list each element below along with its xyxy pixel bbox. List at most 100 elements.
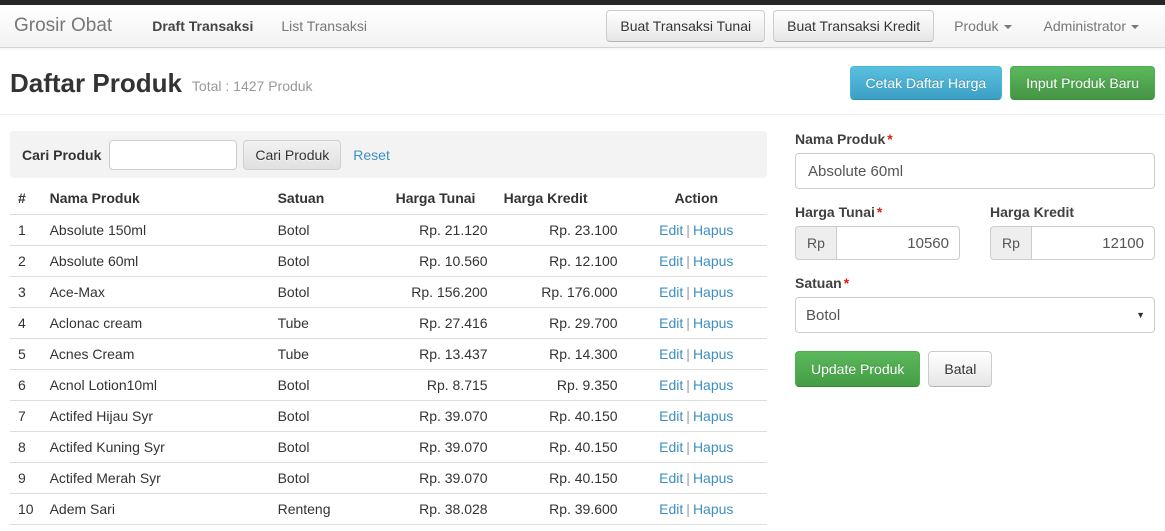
row-num: 3 bbox=[10, 275, 42, 307]
top-strip bbox=[0, 0, 1165, 5]
required-mark: * bbox=[843, 275, 850, 291]
cetak-daftar-harga-button[interactable]: Cetak Daftar Harga bbox=[849, 66, 1003, 100]
table-row: 5 Acnes Cream Tube Rp. 13.437 Rp. 14.300… bbox=[10, 337, 767, 369]
edit-link[interactable]: Edit bbox=[659, 376, 684, 393]
table-row: 2 Absolute 60ml Botol Rp. 10.560 Rp. 12.… bbox=[10, 244, 767, 276]
page-header: Daftar Produk Total : 1427 Produk Cetak … bbox=[0, 48, 1165, 115]
product-harga-tunai: Rp. 156.200 bbox=[387, 275, 496, 307]
row-actions: Edit | Hapus bbox=[625, 213, 767, 245]
satuan-group: Satuan * Botol ▼ bbox=[795, 275, 1155, 333]
row-actions: Edit | Hapus bbox=[625, 337, 767, 369]
hapus-link[interactable]: Hapus bbox=[692, 221, 734, 238]
row-actions: Edit | Hapus bbox=[625, 430, 767, 462]
edit-link[interactable]: Edit bbox=[659, 252, 684, 269]
hapus-link[interactable]: Hapus bbox=[692, 407, 734, 424]
product-satuan: Tube bbox=[269, 306, 388, 338]
product-satuan: Botol bbox=[269, 461, 388, 493]
search-button[interactable]: Cari Produk bbox=[243, 139, 342, 170]
navbar-right: Buat Transaksi Tunai Buat Transaksi Kred… bbox=[606, 10, 1151, 42]
harga-tunai-input[interactable] bbox=[836, 226, 960, 260]
column-header-num: # bbox=[10, 183, 42, 215]
buat-transaksi-kredit-button[interactable]: Buat Transaksi Kredit bbox=[773, 10, 935, 42]
brand[interactable]: Grosir Obat bbox=[14, 15, 113, 36]
harga-kredit-input[interactable] bbox=[1031, 226, 1155, 260]
input-produk-baru-button[interactable]: Input Produk Baru bbox=[1010, 66, 1155, 100]
product-list-panel: Cari Produk Cari Produk Reset # Nama Pro… bbox=[10, 131, 767, 525]
product-harga-kredit: Rp. 29.700 bbox=[495, 306, 626, 338]
batal-button[interactable]: Batal bbox=[928, 351, 993, 387]
product-harga-kredit: Rp. 40.150 bbox=[495, 399, 626, 431]
satuan-select[interactable]: Botol bbox=[795, 297, 1155, 333]
column-header-nama-produk: Nama Produk bbox=[41, 183, 270, 215]
action-separator: | bbox=[686, 438, 690, 455]
table-header-row: # Nama Produk Satuan Harga Tunai Harga K… bbox=[10, 183, 767, 215]
hapus-link[interactable]: Hapus bbox=[692, 438, 734, 455]
action-separator: | bbox=[686, 376, 690, 393]
table-row: 6 Acnol Lotion10ml Botol Rp. 8.715 Rp. 9… bbox=[10, 368, 767, 400]
product-harga-kredit: Rp. 9.350 bbox=[495, 368, 626, 400]
product-harga-tunai: Rp. 38.028 bbox=[387, 492, 496, 525]
update-produk-button[interactable]: Update Produk bbox=[795, 351, 921, 387]
administrator-dropdown[interactable]: Administrator bbox=[1032, 18, 1151, 34]
edit-link[interactable]: Edit bbox=[659, 345, 684, 362]
column-header-satuan: Satuan bbox=[269, 183, 388, 215]
product-harga-kredit: Rp. 12.100 bbox=[495, 244, 626, 276]
produk-dropdown[interactable]: Produk bbox=[942, 18, 1023, 34]
product-harga-tunai: Rp. 27.416 bbox=[387, 306, 496, 338]
row-num: 9 bbox=[10, 461, 42, 493]
column-header-action: Action bbox=[625, 183, 767, 215]
table-row: 1 Absolute 150ml Botol Rp. 21.120 Rp. 23… bbox=[10, 213, 767, 245]
product-harga-tunai: Rp. 10.560 bbox=[387, 244, 496, 276]
edit-link[interactable]: Edit bbox=[659, 469, 684, 486]
product-harga-tunai: Rp. 21.120 bbox=[387, 213, 496, 245]
hapus-link[interactable]: Hapus bbox=[692, 500, 734, 517]
search-input[interactable] bbox=[109, 139, 238, 170]
administrator-dropdown-label: Administrator bbox=[1043, 18, 1126, 34]
product-harga-kredit: Rp. 176.000 bbox=[495, 275, 626, 307]
hapus-link[interactable]: Hapus bbox=[692, 345, 734, 362]
action-separator: | bbox=[686, 500, 690, 517]
rp-prefix: Rp bbox=[990, 226, 1031, 260]
hapus-link[interactable]: Hapus bbox=[692, 252, 734, 269]
product-satuan: Botol bbox=[269, 368, 388, 400]
product-satuan: Botol bbox=[269, 275, 388, 307]
harga-tunai-label: Harga Tunai bbox=[795, 204, 875, 220]
products-table: # Nama Produk Satuan Harga Tunai Harga K… bbox=[10, 183, 767, 525]
reset-link[interactable]: Reset bbox=[353, 146, 390, 163]
product-name: Adem Sari bbox=[41, 492, 270, 525]
edit-link[interactable]: Edit bbox=[659, 500, 684, 517]
product-name: Actifed Hijau Syr bbox=[41, 399, 270, 431]
edit-link[interactable]: Edit bbox=[659, 221, 684, 238]
nama-produk-input[interactable] bbox=[795, 153, 1155, 189]
product-name: Actifed Kuning Syr bbox=[41, 430, 270, 462]
product-harga-kredit: Rp. 40.150 bbox=[495, 461, 626, 493]
row-actions: Edit | Hapus bbox=[625, 306, 767, 338]
row-num: 2 bbox=[10, 244, 42, 276]
edit-link[interactable]: Edit bbox=[659, 407, 684, 424]
product-harga-tunai: Rp. 39.070 bbox=[387, 430, 496, 462]
edit-link[interactable]: Edit bbox=[659, 438, 684, 455]
product-harga-tunai: Rp. 39.070 bbox=[387, 399, 496, 431]
edit-product-form: Nama Produk* Harga Tunai* Rp Harga Kredi… bbox=[795, 131, 1155, 525]
harga-kredit-group: Harga Kredit Rp bbox=[990, 204, 1155, 260]
hapus-link[interactable]: Hapus bbox=[692, 376, 734, 393]
nav-item-list-transaksi[interactable]: List Transaksi bbox=[281, 18, 367, 34]
buat-transaksi-tunai-button[interactable]: Buat Transaksi Tunai bbox=[606, 10, 766, 42]
hapus-link[interactable]: Hapus bbox=[692, 283, 734, 300]
product-satuan: Botol bbox=[269, 399, 388, 431]
column-header-harga-tunai: Harga Tunai bbox=[387, 183, 496, 215]
hapus-link[interactable]: Hapus bbox=[692, 469, 734, 486]
chevron-down-icon bbox=[1003, 25, 1012, 30]
action-separator: | bbox=[686, 252, 690, 269]
edit-link[interactable]: Edit bbox=[659, 283, 684, 300]
row-num: 4 bbox=[10, 306, 42, 338]
nav-item-draft-transaksi[interactable]: Draft Transaksi bbox=[152, 18, 254, 34]
edit-link[interactable]: Edit bbox=[659, 314, 684, 331]
product-harga-kredit: Rp. 40.150 bbox=[495, 430, 626, 462]
product-satuan: Botol bbox=[269, 244, 388, 276]
table-row: 9 Actifed Merah Syr Botol Rp. 39.070 Rp.… bbox=[10, 461, 767, 493]
product-satuan: Botol bbox=[269, 430, 388, 462]
hapus-link[interactable]: Hapus bbox=[692, 314, 734, 331]
product-harga-tunai: Rp. 13.437 bbox=[387, 337, 496, 369]
row-actions: Edit | Hapus bbox=[625, 492, 767, 525]
